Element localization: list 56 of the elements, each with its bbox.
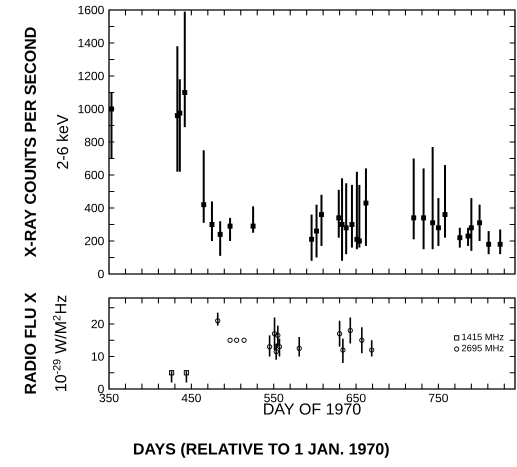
y-tick-label: 600 bbox=[84, 170, 104, 180]
y-tick-label: 20 bbox=[92, 320, 104, 328]
point bbox=[340, 222, 345, 227]
point bbox=[319, 212, 324, 218]
point bbox=[430, 220, 436, 226]
text: 10$^{-29}$ W/M$^{2}$Hz bbox=[52, 296, 66, 391]
x-tick-label: 650 bbox=[346, 394, 366, 402]
point bbox=[498, 242, 503, 247]
text: 2-6 keV bbox=[56, 114, 68, 169]
x-tick-label: 750 bbox=[429, 394, 448, 402]
point bbox=[201, 202, 206, 208]
y-tick-label: 400 bbox=[84, 204, 104, 212]
y-tick-label: 1000 bbox=[78, 104, 104, 114]
text: DAYS (RELATIVE TO 1 JAN. 1970) bbox=[134, 442, 389, 458]
point bbox=[468, 225, 474, 230]
point bbox=[466, 234, 471, 239]
point bbox=[109, 106, 114, 112]
y-tick-label: 1400 bbox=[78, 38, 104, 48]
point bbox=[228, 224, 233, 229]
point bbox=[363, 200, 368, 206]
x-tick-label: 450 bbox=[182, 394, 201, 402]
point bbox=[457, 235, 462, 240]
y-axis-title: X-RAY COUNTS PER SECOND bbox=[24, 27, 36, 258]
point bbox=[227, 338, 233, 343]
point bbox=[250, 224, 256, 229]
y-tick-label: 200 bbox=[84, 236, 104, 246]
point bbox=[314, 228, 319, 234]
point bbox=[309, 236, 314, 242]
x-tick-label: 550 bbox=[264, 394, 284, 402]
point bbox=[336, 215, 342, 220]
point bbox=[436, 225, 441, 230]
point bbox=[184, 370, 190, 376]
y-tick-label: 1600 bbox=[78, 6, 104, 14]
point bbox=[486, 242, 492, 247]
y-tick-label: 1200 bbox=[78, 72, 104, 80]
point bbox=[241, 338, 247, 343]
x-axis-title: DAY OF 1970 bbox=[264, 403, 361, 415]
point bbox=[344, 225, 349, 230]
point bbox=[168, 370, 174, 376]
y-tick-label: 800 bbox=[84, 138, 104, 146]
legend-label: 2695 MHz bbox=[462, 344, 504, 352]
y-tick-label: 10 bbox=[92, 352, 104, 361]
point bbox=[442, 212, 448, 218]
point bbox=[411, 215, 416, 220]
legend-label: 1415 MHz bbox=[462, 334, 504, 340]
x-tick-label: 350 bbox=[99, 394, 119, 402]
point bbox=[349, 222, 354, 227]
y-tick-label: 0 bbox=[98, 384, 104, 394]
point bbox=[182, 90, 188, 95]
point bbox=[209, 222, 214, 227]
point bbox=[477, 220, 482, 226]
y-axis-title: RADIO FLU X bbox=[24, 292, 36, 394]
point bbox=[218, 232, 223, 237]
point bbox=[421, 215, 426, 220]
y-tick-label: 0 bbox=[98, 270, 104, 278]
point bbox=[234, 338, 240, 343]
